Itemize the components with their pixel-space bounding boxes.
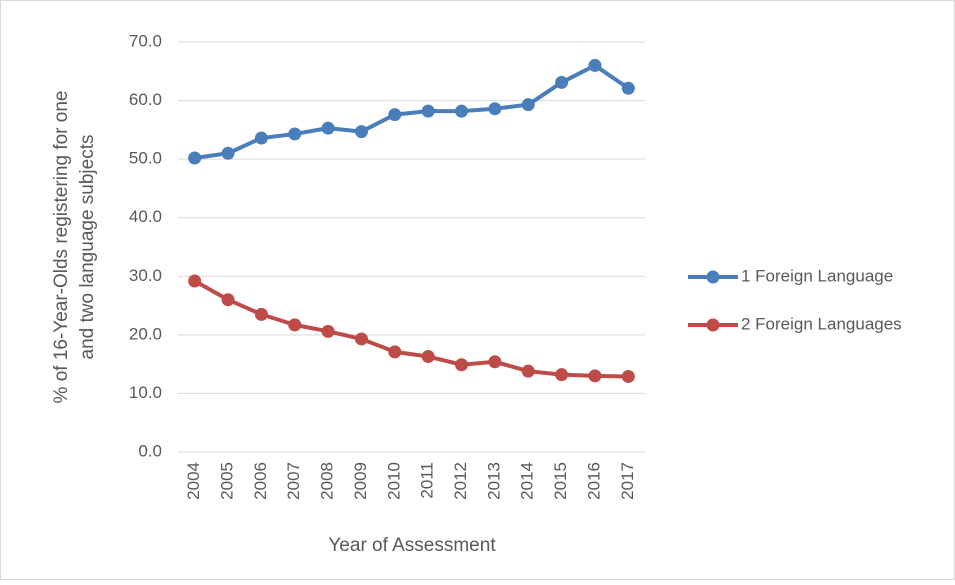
legend-label: 2 Foreign Languages [741, 314, 902, 333]
data-point [488, 102, 502, 116]
data-point [621, 81, 635, 95]
data-point [621, 369, 635, 383]
y-axis-title: and two language subjects [77, 135, 98, 360]
data-point [221, 293, 235, 307]
data-point [321, 324, 335, 338]
x-axis-title: Year of Assessment [328, 535, 496, 556]
y-axis-title: % of 16-Year-Olds registering for one [51, 91, 72, 404]
data-point [188, 274, 202, 288]
x-tick-label: 2017 [618, 462, 637, 500]
data-point [254, 307, 268, 321]
data-point [354, 125, 368, 139]
data-point [488, 355, 502, 369]
y-tick-label: 10.0 [129, 383, 162, 402]
legend-marker [706, 270, 720, 284]
data-point [221, 146, 235, 160]
y-tick-label: 40.0 [129, 207, 162, 226]
legend-marker [706, 318, 720, 332]
data-point [421, 104, 435, 118]
y-tick-label: 60.0 [129, 90, 162, 109]
y-tick-label: 20.0 [129, 324, 162, 343]
data-point [421, 350, 435, 364]
x-tick-label: 2010 [384, 462, 403, 500]
data-point [555, 75, 569, 89]
data-point [521, 364, 535, 378]
x-tick-label: 2016 [584, 462, 603, 500]
x-tick-label: 2013 [484, 462, 503, 500]
y-tick-label: 70.0 [129, 31, 162, 50]
x-tick-label: 2005 [218, 462, 237, 500]
data-point [188, 151, 202, 165]
x-tick-label: 2007 [284, 462, 303, 500]
data-point [321, 121, 335, 135]
x-tick-label: 2009 [351, 462, 370, 500]
data-point [555, 368, 569, 382]
x-tick-label: 2008 [318, 462, 337, 500]
x-tick-label: 2011 [418, 462, 437, 499]
x-tick-label: 2012 [451, 462, 470, 500]
data-point [288, 318, 302, 332]
y-tick-label: 30.0 [129, 266, 162, 285]
data-point [588, 369, 602, 383]
data-point [354, 332, 368, 346]
data-point [455, 358, 469, 372]
data-point [388, 108, 402, 122]
x-tick-label: 2014 [518, 462, 537, 500]
y-tick-label: 0.0 [138, 441, 162, 460]
x-tick-label: 2006 [251, 462, 270, 500]
legend-label: 1 Foreign Language [741, 266, 893, 285]
x-tick-label: 2004 [184, 462, 203, 500]
data-point [521, 98, 535, 112]
data-point [388, 345, 402, 359]
data-point [254, 131, 268, 145]
data-point [288, 127, 302, 141]
x-tick-label: 2015 [551, 462, 570, 500]
y-tick-label: 50.0 [129, 149, 162, 168]
data-point [588, 58, 602, 72]
data-point [455, 104, 469, 118]
